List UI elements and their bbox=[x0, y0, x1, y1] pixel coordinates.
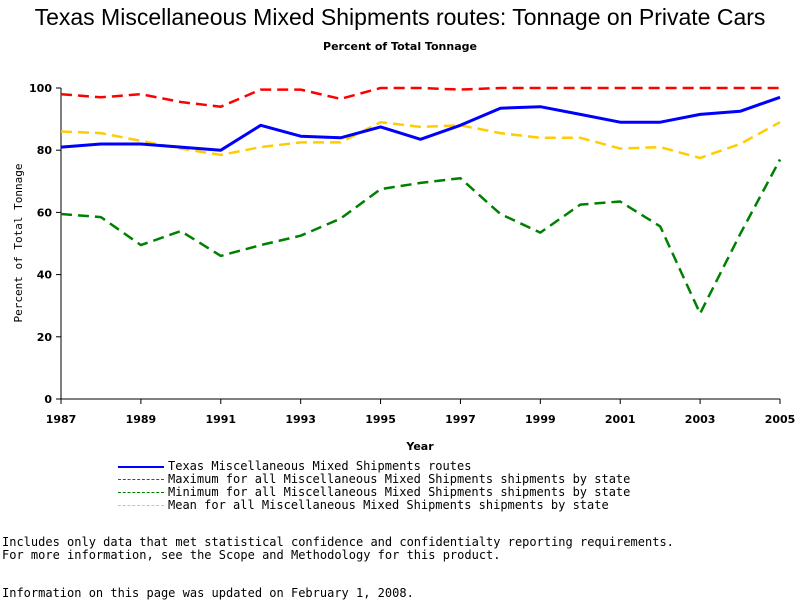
x-tick-label: 1997 bbox=[445, 413, 476, 426]
line-chart: 0 20 40 60 80 100 1987 1989 1991 1993 1995 1997 1999… bbox=[12, 82, 795, 453]
x-tick-label: 2003 bbox=[685, 413, 716, 426]
x-tick-label: 2001 bbox=[605, 413, 636, 426]
x-tick-label: 1991 bbox=[205, 413, 236, 426]
legend-label: Maximum for all Miscellaneous Mixed Ship… bbox=[168, 472, 631, 486]
footnote: Includes only data that met statistical … bbox=[2, 536, 674, 562]
legend-label: Minimum for all Miscellaneous Mixed Ship… bbox=[168, 485, 631, 499]
y-axis-label: Percent of Total Tonnage bbox=[12, 164, 25, 323]
legend-swatch bbox=[118, 492, 164, 493]
legend-swatch bbox=[118, 465, 164, 468]
chart-subtitle: Percent of Total Tonnage bbox=[323, 40, 477, 53]
series-line-2 bbox=[60, 158, 782, 315]
y-tick-label: 0 bbox=[44, 393, 52, 406]
series-line-1 bbox=[60, 86, 780, 108]
chart-title: Texas Miscellaneous Mixed Shipments rout… bbox=[34, 4, 766, 30]
x-tick-label: 2005 bbox=[765, 413, 796, 426]
x-axis-label: Year bbox=[405, 440, 434, 453]
chart-legend: Texas Miscellaneous Mixed Shipments rout… bbox=[118, 460, 630, 512]
legend-item: Maximum for all Miscellaneous Mixed Ship… bbox=[118, 473, 630, 486]
legend-swatch bbox=[118, 505, 164, 506]
y-tick-label: 40 bbox=[37, 269, 53, 282]
x-tick-label: 1999 bbox=[525, 413, 556, 426]
footnote-line-1: Includes only data that met statistical … bbox=[2, 535, 674, 549]
legend-item: Texas Miscellaneous Mixed Shipments rout… bbox=[118, 460, 630, 473]
y-tick-label: 80 bbox=[37, 144, 53, 157]
x-tick-label: 1993 bbox=[285, 413, 316, 426]
footnote-line-2: For more information, see the Scope and … bbox=[2, 548, 501, 562]
y-tick-label: 60 bbox=[37, 206, 53, 219]
legend-item: Mean for all Miscellaneous Mixed Shipmen… bbox=[118, 499, 630, 512]
y-tick-label: 20 bbox=[37, 331, 53, 344]
x-tick-label: 1995 bbox=[365, 413, 396, 426]
legend-swatch bbox=[118, 479, 164, 480]
legend-label: Mean for all Miscellaneous Mixed Shipmen… bbox=[168, 498, 609, 512]
legend-item: Minimum for all Miscellaneous Mixed Ship… bbox=[118, 486, 630, 499]
chart-series bbox=[60, 86, 782, 315]
chart-axes: 0 20 40 60 80 100 1987 1989 1991 1993 1995 1997 1999… bbox=[29, 82, 795, 426]
x-tick-label: 1989 bbox=[126, 413, 157, 426]
y-tick-label: 100 bbox=[29, 82, 52, 95]
legend-label: Texas Miscellaneous Mixed Shipments rout… bbox=[168, 459, 472, 473]
series-line-0 bbox=[60, 95, 781, 152]
update-notice: Information on this page was updated on … bbox=[2, 586, 414, 600]
x-tick-label: 1987 bbox=[46, 413, 77, 426]
